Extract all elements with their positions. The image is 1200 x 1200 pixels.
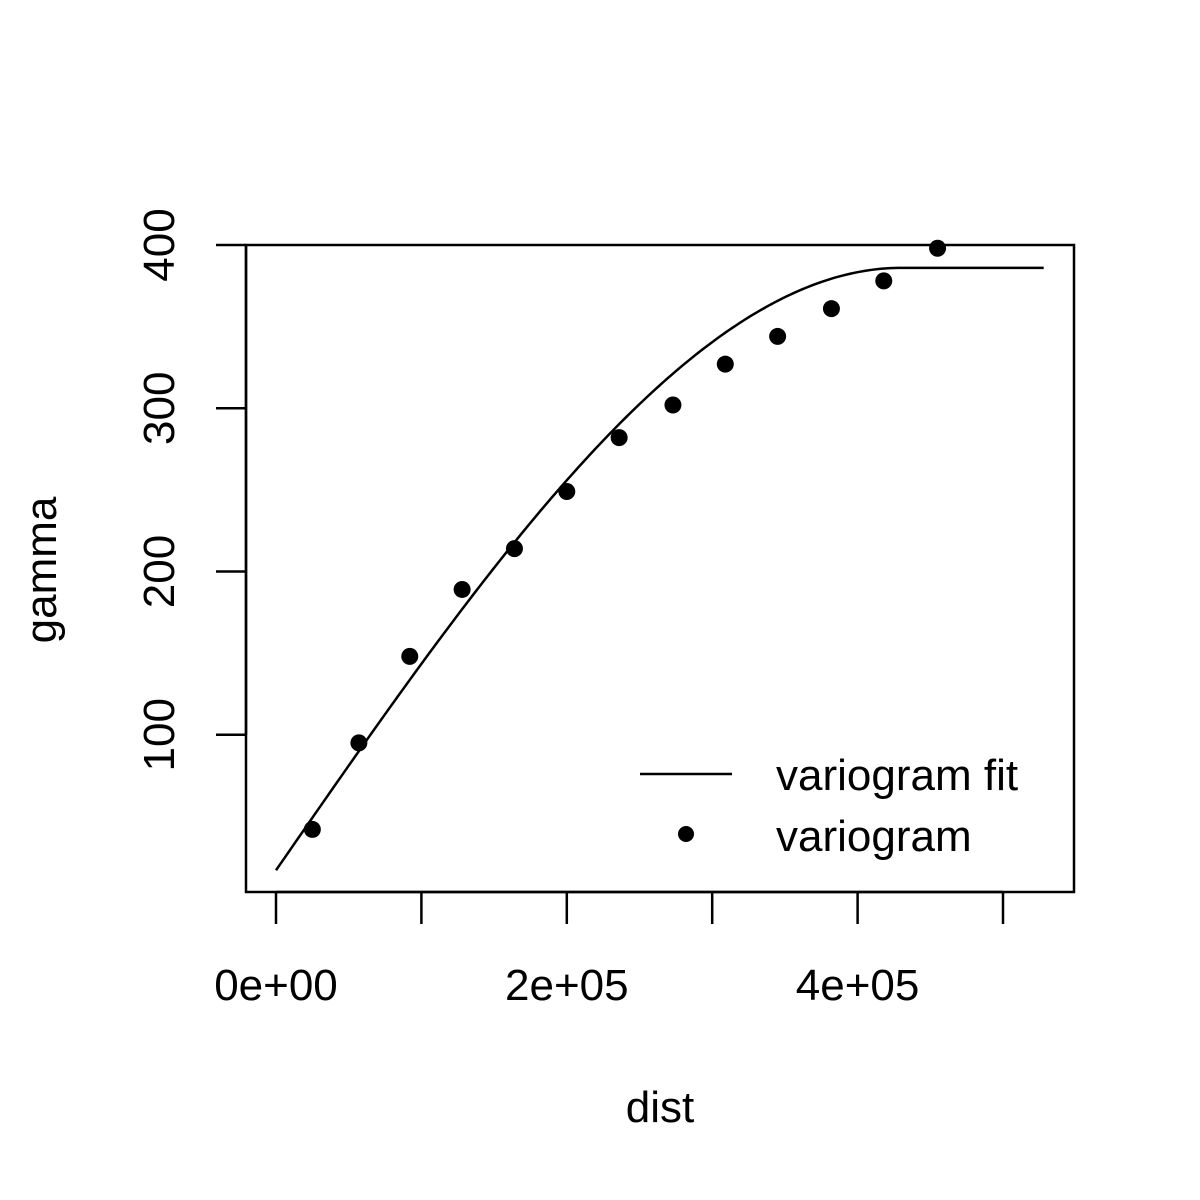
legend-label-fit: variogram fit — [776, 751, 1018, 800]
variogram-point — [769, 327, 787, 345]
variogram-point — [664, 396, 682, 414]
variogram-fit-line — [274, 266, 1044, 871]
variogram-point — [875, 272, 893, 290]
variogram-point — [610, 429, 628, 447]
x-tick-label: 2e+05 — [505, 961, 629, 1010]
legend-label-points: variogram — [776, 812, 972, 861]
y-axis: 100 200 300 400 — [135, 208, 248, 771]
x-axis-label: dist — [626, 1083, 694, 1132]
y-tick-label: 300 — [135, 372, 184, 445]
variogram-point — [716, 355, 734, 373]
variogram-point — [822, 300, 840, 318]
legend: variogram fit variogram — [640, 751, 1018, 861]
y-tick-label: 400 — [135, 208, 184, 281]
variogram-point — [401, 647, 419, 665]
variogram-point — [929, 239, 947, 257]
x-tick-label: 0e+00 — [214, 961, 338, 1010]
variogram-point — [505, 540, 523, 558]
x-tick-label: 4e+05 — [796, 961, 920, 1010]
variogram-points — [303, 239, 947, 838]
variogram-point — [453, 580, 471, 598]
y-tick-label: 200 — [135, 535, 184, 608]
y-tick-label: 100 — [135, 698, 184, 771]
x-axis: 0e+00 2e+05 4e+05 — [214, 890, 1005, 1010]
variogram-point — [303, 820, 321, 838]
y-axis-label: gamma — [17, 496, 66, 643]
legend-point-swatch — [678, 826, 694, 842]
plot-area — [274, 239, 1044, 871]
variogram-point — [350, 734, 368, 752]
variogram-point — [558, 483, 576, 501]
